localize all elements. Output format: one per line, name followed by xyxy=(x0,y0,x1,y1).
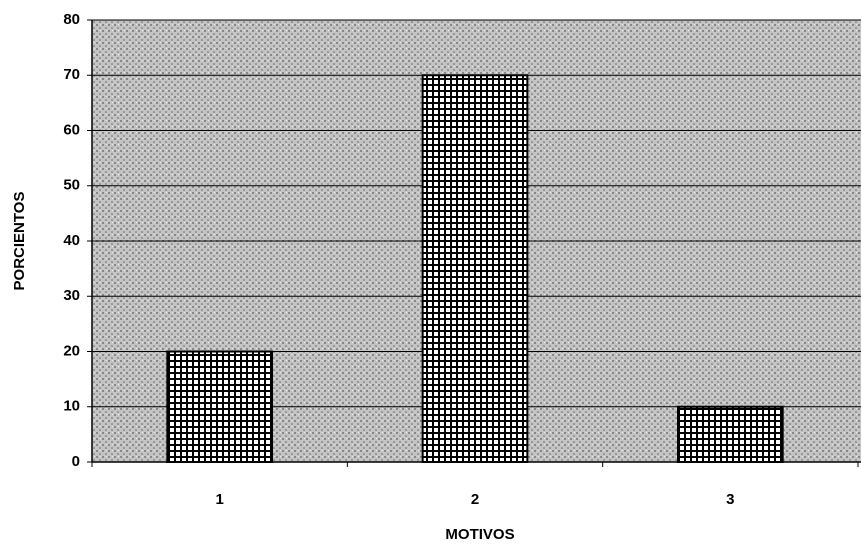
x-tick-label: 2 xyxy=(471,491,479,508)
y-tick-label: 40 xyxy=(63,232,80,249)
bar xyxy=(166,350,274,463)
y-tick-label: 20 xyxy=(63,342,80,359)
y-tick-label: 50 xyxy=(63,177,80,194)
y-tick-label: 30 xyxy=(63,287,80,304)
x-tick-label: 1 xyxy=(215,491,223,508)
x-axis-label: MOTIVOS xyxy=(445,526,514,543)
bar xyxy=(676,405,784,463)
y-tick-label: 10 xyxy=(63,398,80,415)
y-axis-label: PORCIENTOS xyxy=(11,192,28,291)
x-tick-label: 3 xyxy=(726,491,734,508)
y-tick-label: 0 xyxy=(72,453,80,470)
y-tick-label: 60 xyxy=(63,121,80,138)
y-tick-label: 80 xyxy=(63,11,80,28)
y-tick-label: 70 xyxy=(63,66,80,83)
bar xyxy=(421,74,529,463)
